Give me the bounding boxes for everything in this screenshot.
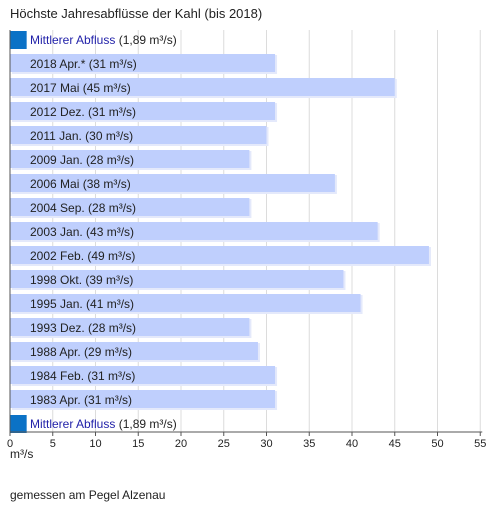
x-tick-label: 55 [474, 438, 486, 450]
footnote: gemessen am Pegel Alzenau [10, 488, 166, 502]
x-tick-label: 25 [218, 438, 230, 450]
bar-label: 2002 Feb. (49 m³/s) [30, 249, 135, 263]
bar [10, 366, 276, 384]
x-tick-label: 50 [431, 438, 443, 450]
bar-label: 2017 Mai (45 m³/s) [30, 81, 131, 95]
bar [10, 246, 429, 264]
reference-top-bar [10, 31, 27, 49]
bar [10, 222, 378, 240]
bar-label: 1993 Dez. (28 m³/s) [30, 321, 136, 335]
bar [10, 54, 276, 72]
bar [10, 150, 250, 168]
reference-bottom-bar [10, 415, 27, 433]
x-axis: 0 5 10 15 20 25 30 35 40 45 50 55 [7, 30, 486, 450]
bar [10, 294, 361, 312]
bar-label: 1983 Apr. (31 m³/s) [30, 393, 132, 407]
bar [10, 270, 344, 288]
bar [10, 126, 267, 144]
bar-label: 2003 Jan. (43 m³/s) [30, 225, 134, 239]
bar-label: 2004 Sep. (28 m³/s) [30, 201, 136, 215]
bars: 2018 Apr.* (31 m³/s) 2017 Mai (45 m³/s) 20… [10, 54, 431, 410]
x-tick-label: 10 [89, 438, 101, 450]
bar-label: 1984 Feb. (31 m³/s) [30, 369, 135, 383]
bar-label: 2009 Jan. (28 m³/s) [30, 153, 134, 167]
x-tick-label: 40 [346, 438, 358, 450]
bar [10, 198, 250, 216]
bar-label: 1988 Apr. (29 m³/s) [30, 345, 132, 359]
bar-label: 1995 Jan. (41 m³/s) [30, 297, 134, 311]
x-tick-label: 35 [303, 438, 315, 450]
x-tick-label: 30 [260, 438, 272, 450]
bar [10, 342, 258, 360]
bar [10, 318, 250, 336]
chart-title: Höchste Jahresabflüsse der Kahl (bis 201… [10, 6, 263, 21]
x-tick-label: 15 [132, 438, 144, 450]
x-tick-label: 20 [175, 438, 187, 450]
x-tick-label: 0 [7, 438, 13, 450]
reference-bottom-label: Mittlerer Abfluss (1,89 m³/s) [30, 417, 177, 431]
bar [10, 78, 395, 96]
bar [10, 174, 335, 192]
x-tick-label: 45 [389, 438, 401, 450]
bar-label: 1998 Okt. (39 m³/s) [30, 273, 133, 287]
x-axis-unit: m³/s [10, 447, 34, 461]
x-tick-label: 5 [50, 438, 56, 450]
reference-top-label: Mittlerer Abfluss (1,89 m³/s) [30, 33, 177, 47]
bar-label: 2011 Jan. (30 m³/s) [30, 129, 133, 143]
bar [10, 390, 276, 408]
bar-label: 2018 Apr.* (31 m³/s) [30, 57, 137, 71]
bar-label: 2006 Mai (38 m³/s) [30, 177, 131, 191]
bar-label: 2012 Dez. (31 m³/s) [30, 105, 136, 119]
bar [10, 102, 276, 120]
reference-rows: Mittlerer Abfluss (1,89 m³/s) Mittlerer A… [10, 31, 177, 433]
